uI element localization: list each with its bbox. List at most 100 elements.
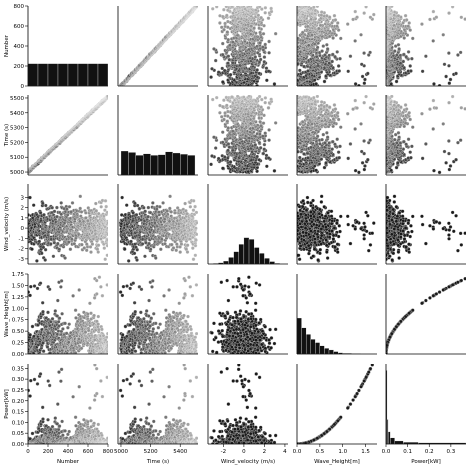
hist-bar [136,155,143,175]
scatter-point [263,143,266,146]
scatter-point [362,51,365,54]
scatter-point [209,163,212,166]
y-tick-label: 0 [21,84,25,90]
scatter-point [409,69,412,72]
scatter-point [444,75,447,78]
scatter-point [304,5,307,8]
hist-bar [128,152,135,175]
scatter-point [229,160,232,163]
scatter-point [212,47,215,50]
scatter-point [360,63,363,66]
scatter-point [263,60,266,63]
scatter-point [258,31,261,34]
scatter-point [265,67,268,70]
scatter-point [274,32,277,35]
panel-0-3 [295,4,377,87]
scatter-point [261,135,264,138]
scatter-point [432,82,435,85]
scatter-point [355,16,358,19]
scatter-point [395,80,398,83]
scatter-point [225,104,228,107]
scatter-point [225,96,228,99]
scatter-point [267,138,270,141]
scatter-point [254,143,257,146]
scatter-point [320,49,323,52]
panel-marks [209,95,277,175]
scatter-point [226,149,229,152]
scatter-point [408,21,411,24]
scatter-point [264,6,267,9]
scatter-point [263,101,266,104]
scatter-point [447,11,450,14]
scatter-point [262,121,265,124]
scatter-point [322,44,325,47]
panel-0-2 [208,4,288,87]
scatter-point [221,154,224,157]
scatter-point [463,17,466,20]
scatter-point [320,14,323,17]
scatter-point [218,111,221,114]
panel-0-1 [118,4,198,87]
scatter-point [263,55,266,58]
scatter-point [258,95,261,98]
scatter-point [354,169,357,172]
scatter-point [448,82,451,85]
scatter-point [225,5,228,8]
hist-bar [165,152,172,175]
scatter-point [359,33,362,36]
scatter-point [227,55,230,58]
scatter-point [265,154,268,157]
scatter-point [333,14,336,17]
scatter-point [231,130,234,133]
scatter-point [274,121,277,124]
scatter-point [316,5,319,8]
scatter-point [267,40,270,43]
scatter-point [226,120,229,123]
scatter-point [236,5,239,8]
scatter-point [366,72,369,75]
scatter-point [228,58,231,61]
hist-bar [151,155,158,175]
scatter-point [314,82,317,85]
scatter-point [222,8,225,11]
hist-bar [188,155,195,175]
scatter-point [411,37,414,40]
scatter-point [363,164,366,167]
scatter-point [467,13,470,16]
scatter-point [230,5,233,8]
y-tick-label: 200 [14,64,25,70]
scatter-point [221,130,224,133]
panel-0-4 [384,4,470,87]
scatter-point [326,47,329,50]
scatter-point [222,98,225,101]
scatter-point [225,14,228,17]
y-tick-label: 5300 [10,126,24,132]
scatter-point [397,43,400,46]
scatter-point [393,49,396,52]
scatter-point [338,69,341,72]
scatter-point [298,69,301,72]
y-tick-label: 400 [14,44,25,50]
scatter-point [259,146,262,149]
scatter-point [432,39,435,42]
scatter-point [215,96,218,99]
y-tick-label: 5000 [10,170,24,176]
scatter-point [218,14,221,17]
scatter-point [451,5,454,8]
scatter-point [404,14,407,17]
scatter-point [361,75,364,78]
scatter-point [443,63,446,66]
hist-bar [173,153,180,175]
panel-1-2 [208,95,288,175]
scatter-point [405,18,408,21]
hist-bar [28,64,38,86]
scatter-point [258,5,261,8]
scatter-point [221,141,224,144]
y-axis-label: Time (s) [4,124,10,147]
scatter-point [269,7,272,10]
scatter-point [409,64,412,67]
scatter-point [353,39,356,42]
scatter-point [447,64,450,67]
hist-bar [143,154,150,175]
scatter-point [402,53,405,56]
